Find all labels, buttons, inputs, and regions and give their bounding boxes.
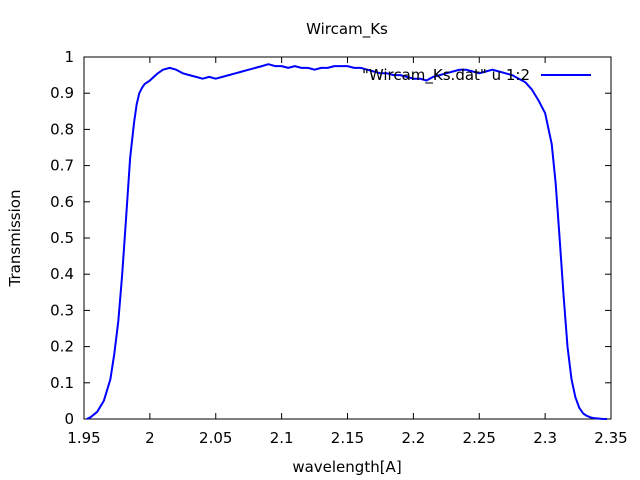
x-tick-label: 2.25 <box>463 429 496 447</box>
y-tick-label: 1 <box>64 48 74 66</box>
y-tick-label: 0.6 <box>50 193 74 211</box>
x-tick-label: 2.35 <box>594 429 627 447</box>
x-tick-label: 2.3 <box>533 429 557 447</box>
x-tick-label: 2.05 <box>199 429 232 447</box>
x-axis-ticks: 1.95 2 2.05 2.1 2.15 2.2 2.25 2.3 2.35 <box>67 57 627 447</box>
y-axis-ticks: 0 0.1 0.2 0.3 0.4 0.5 0.6 0.7 0.8 0.9 1 <box>50 48 611 428</box>
y-tick-label: 0 <box>64 410 74 428</box>
series-line-0 <box>87 64 607 419</box>
x-tick-label: 2.2 <box>401 429 425 447</box>
y-axis-label: Transmission <box>6 190 24 288</box>
y-tick-label: 0.5 <box>50 229 74 247</box>
chart-title: Wircam_Ks <box>306 20 388 39</box>
x-axis-label: wavelength[A] <box>292 458 401 476</box>
series-layer <box>87 64 607 419</box>
x-tick-label: 2 <box>145 429 155 447</box>
x-tick-label: 1.95 <box>67 429 100 447</box>
plot-frame <box>84 57 611 419</box>
y-tick-label: 0.7 <box>50 157 74 175</box>
legend: "Wircam_Ks.dat" u 1:2 <box>362 66 591 85</box>
y-tick-label: 0.2 <box>50 338 74 356</box>
y-tick-label: 0.9 <box>50 84 74 102</box>
y-tick-label: 0.4 <box>50 265 74 283</box>
x-tick-label: 2.15 <box>331 429 364 447</box>
legend-label: "Wircam_Ks.dat" u 1:2 <box>362 66 530 85</box>
x-tick-label: 2.1 <box>270 429 294 447</box>
y-tick-label: 0.3 <box>50 301 74 319</box>
y-tick-label: 0.8 <box>50 120 74 138</box>
y-tick-label: 0.1 <box>50 374 74 392</box>
